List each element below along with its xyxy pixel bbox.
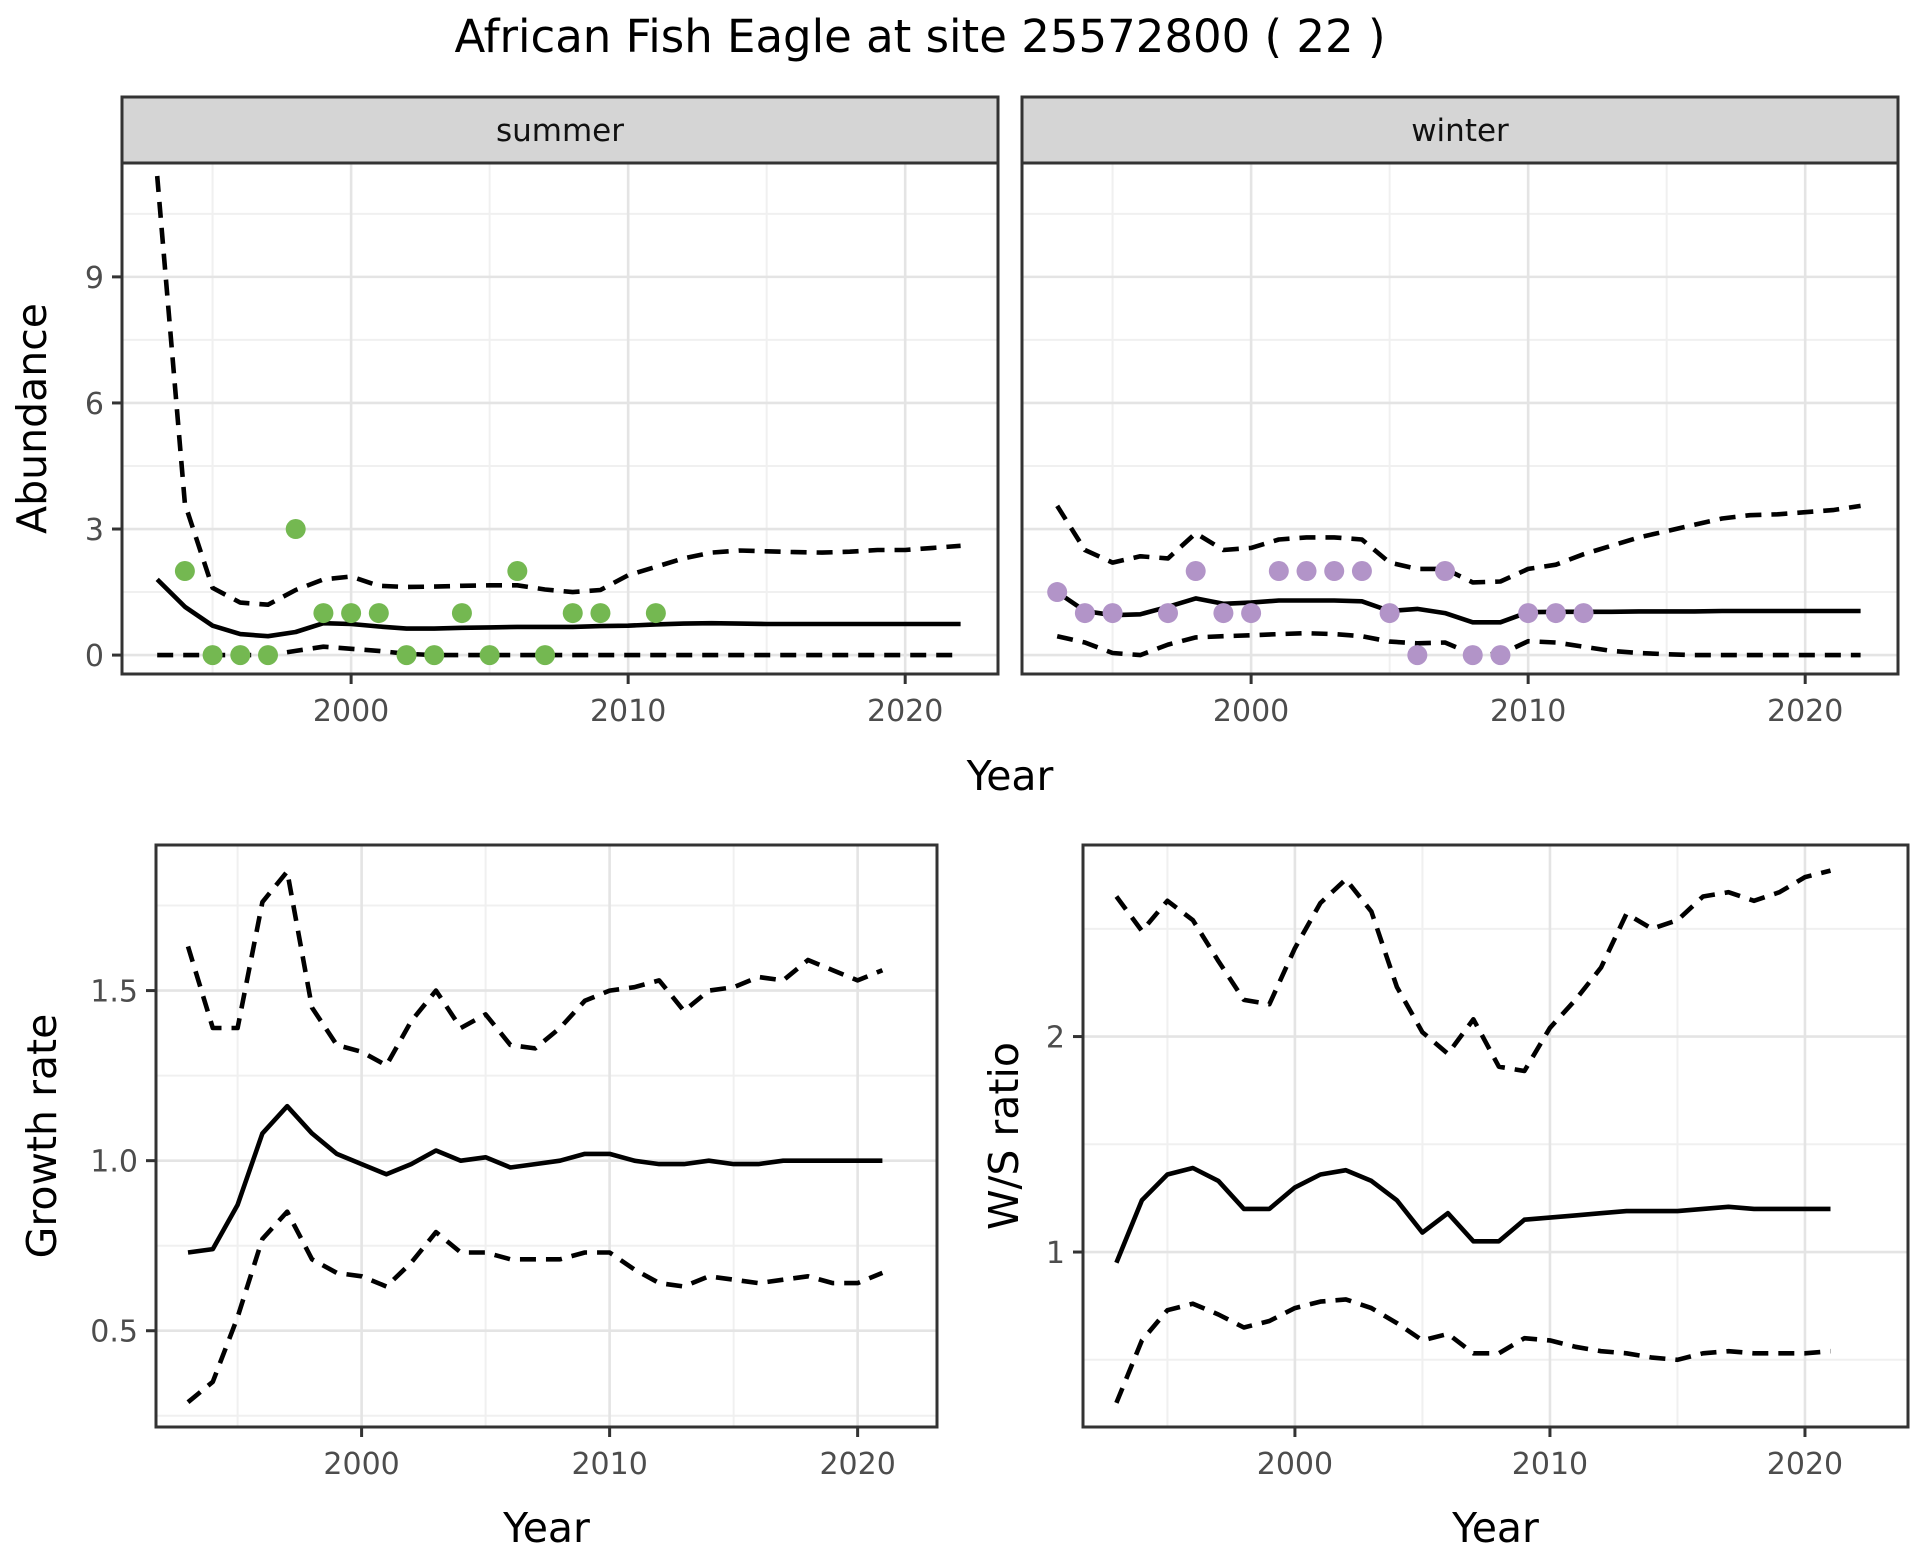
y-tick-label: 2	[1046, 1021, 1065, 1056]
panel-border	[1081, 843, 1910, 1429]
median-line	[155, 577, 961, 639]
data-point	[1213, 603, 1234, 624]
panel-background	[1022, 163, 1898, 674]
facet-strip	[1020, 95, 1900, 165]
data-point	[1074, 603, 1095, 624]
data-point	[1324, 561, 1345, 582]
data-point	[1296, 561, 1317, 582]
x-tick-label: 2010	[571, 1447, 647, 1482]
x-axis-title-year-top: Year	[966, 752, 1054, 800]
panel-border	[154, 843, 939, 1429]
data-point	[285, 519, 306, 540]
panel-background	[122, 163, 998, 674]
median-line	[1114, 1165, 1831, 1264]
data-point	[1407, 645, 1428, 666]
median-line	[187, 1103, 883, 1255]
data-point	[1573, 603, 1594, 624]
data-point	[341, 603, 362, 624]
x-tick-label: 2010	[1490, 694, 1566, 729]
chart-title: African Fish Eagle at site 25572800 ( 22…	[454, 10, 1386, 63]
panel-background	[1083, 845, 1908, 1427]
x-tick-label: 2020	[819, 1447, 895, 1482]
data-point	[1545, 603, 1566, 624]
x-tick-label: 2000	[1213, 694, 1289, 729]
upper_ci-line	[1055, 503, 1861, 585]
data-point	[1518, 603, 1539, 624]
y-tick-label: 3	[85, 513, 104, 548]
x-tick-label: 2020	[1767, 694, 1843, 729]
summer-panel: summer 2000 2010 2020 0 3 6 9	[85, 95, 1000, 729]
y-tick-label: 0	[85, 639, 104, 674]
data-point	[451, 603, 472, 624]
data-point	[313, 603, 334, 624]
data-point	[1351, 561, 1372, 582]
ws_ratio-panel: 2000 2010 2020 1 2	[1046, 843, 1910, 1482]
facet-strip-label: winter	[1411, 113, 1509, 149]
data-point	[507, 561, 528, 582]
data-point	[590, 603, 611, 624]
x-tick-label: 2010	[590, 694, 666, 729]
y-axis-title-ws-ratio: W/S ratio	[980, 1042, 1028, 1230]
x-axis-title-year-growth: Year	[502, 1504, 590, 1552]
upper_ci-line	[1114, 868, 1832, 1074]
panel-background	[156, 845, 937, 1427]
x-tick-label: 2000	[313, 694, 389, 729]
data-point	[1047, 582, 1068, 603]
data-point	[479, 645, 500, 666]
data-point	[258, 645, 278, 666]
lower_ci-line	[1056, 630, 1861, 658]
upper_ci-line	[185, 869, 884, 1068]
data-point	[424, 645, 445, 666]
median-line	[1055, 590, 1861, 625]
data-point	[1435, 561, 1456, 582]
data-point	[396, 645, 417, 666]
data-point	[174, 561, 195, 582]
y-tick-label: 1.0	[90, 1145, 138, 1180]
winter-panel: winter 2000 2010 2020	[1020, 95, 1900, 729]
data-point	[645, 603, 666, 624]
data-point	[1268, 561, 1289, 582]
data-point	[1158, 603, 1178, 624]
y-tick-label: 1	[1046, 1236, 1065, 1271]
x-axis-title-year-ws: Year	[1451, 1504, 1539, 1552]
lower_ci-line	[157, 644, 961, 658]
x-tick-label: 2000	[1257, 1447, 1333, 1482]
data-point	[1490, 645, 1511, 666]
facet-strip	[120, 95, 1000, 165]
x-tick-label: 2020	[867, 694, 943, 729]
data-point	[535, 645, 556, 666]
growth-panel: 2000 2010 2020 0.5 1.0 1.5	[90, 843, 939, 1482]
y-tick-label: 0.5	[90, 1315, 138, 1350]
data-point	[1102, 603, 1123, 624]
facet-strip-label: summer	[496, 113, 624, 149]
data-point	[1241, 603, 1262, 624]
y-axis-title-growth-rate: Growth rate	[18, 1014, 66, 1259]
x-tick-label: 2010	[1512, 1447, 1588, 1482]
data-point	[230, 645, 251, 666]
y-tick-label: 6	[85, 387, 104, 422]
data-point	[202, 645, 223, 666]
data-point	[1185, 561, 1206, 582]
y-tick-label: 1.5	[90, 975, 138, 1010]
x-tick-label: 2020	[1767, 1447, 1843, 1482]
lower_ci-line	[186, 1209, 884, 1404]
data-point	[562, 603, 583, 624]
x-tick-label: 2000	[323, 1447, 399, 1482]
y-axis-title-abundance: Abundance	[8, 303, 56, 534]
data-point	[1462, 645, 1483, 666]
data-point	[1379, 603, 1400, 624]
data-point	[368, 603, 389, 624]
y-tick-label: 9	[85, 261, 104, 296]
lower_ci-line	[1114, 1297, 1831, 1404]
upper_ci-line	[154, 175, 961, 607]
